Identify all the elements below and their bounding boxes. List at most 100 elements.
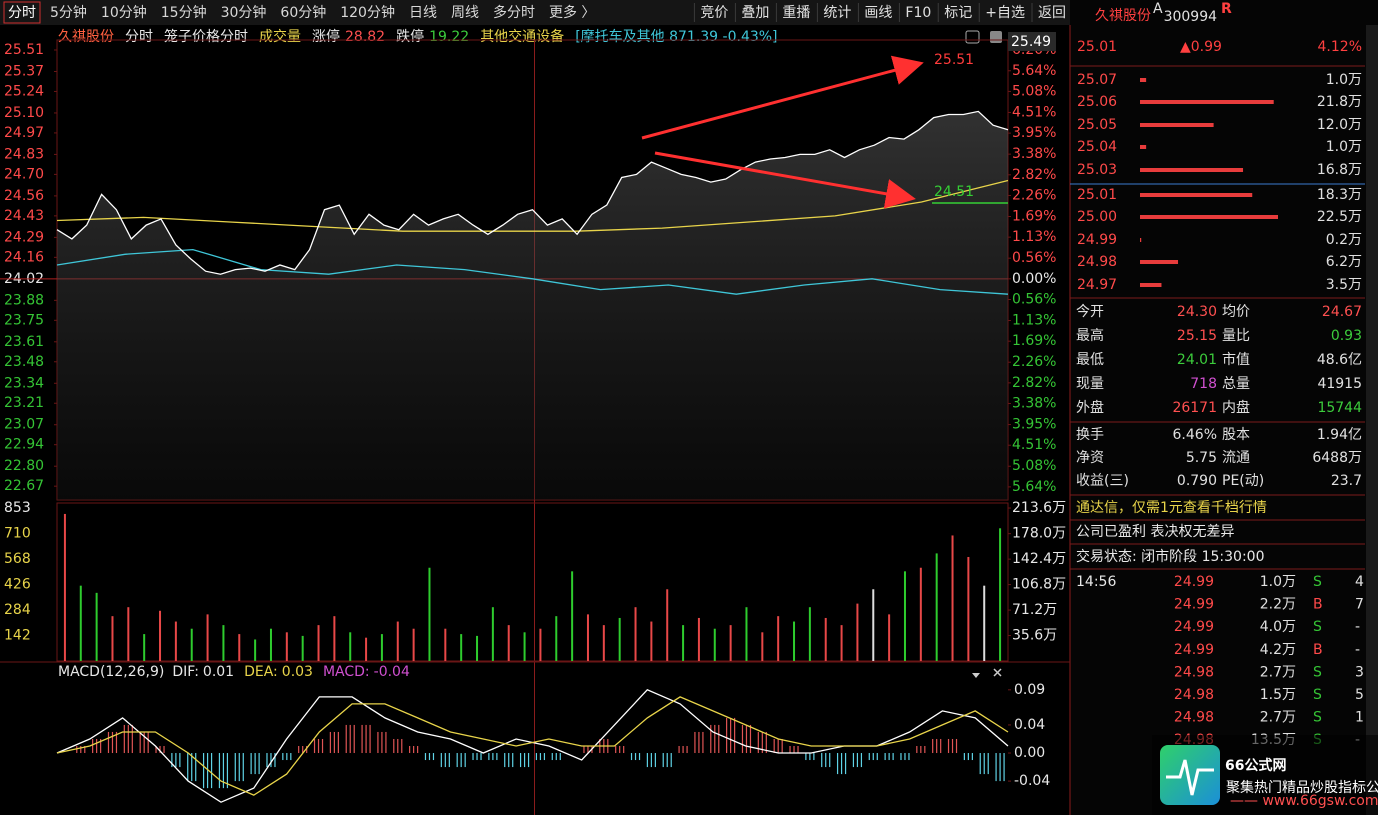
order-volume-bar bbox=[1140, 123, 1214, 127]
volume-bar bbox=[999, 528, 1002, 661]
stat-label: 市值 bbox=[1222, 351, 1250, 368]
volume-tick-label: 284 bbox=[4, 602, 31, 618]
order-volume-bar bbox=[1140, 78, 1147, 82]
chart-header-item: 28.82 bbox=[345, 29, 385, 45]
macd-tick-label: -0.04 bbox=[1014, 773, 1050, 789]
order-volume: 12.0万 bbox=[1317, 117, 1362, 133]
toolbar-tab[interactable]: 120分钟 bbox=[340, 4, 395, 21]
toolbar-tab[interactable]: 分时 bbox=[8, 5, 36, 21]
y-tick-label: 25.24 bbox=[4, 83, 44, 99]
annotation-text: 24.51 bbox=[934, 184, 974, 200]
watermark-brand: 66公式网 bbox=[1225, 757, 1286, 774]
trade-count: 3 bbox=[1355, 664, 1364, 680]
trade-time: 14:56 bbox=[1076, 574, 1116, 590]
toolbar-tab[interactable]: 15分钟 bbox=[161, 4, 207, 21]
volume-bar bbox=[79, 585, 82, 661]
chart-header-item: 跌停 bbox=[396, 28, 424, 45]
volume-tick-label: 426 bbox=[4, 577, 31, 593]
trade-price: 24.99 bbox=[1174, 574, 1214, 590]
stat-label: 流通 bbox=[1222, 450, 1250, 466]
stat-value: 0.93 bbox=[1331, 328, 1362, 344]
volume-bar bbox=[919, 567, 922, 661]
order-volume: 16.8万 bbox=[1317, 162, 1362, 178]
volume-bar bbox=[586, 614, 589, 661]
toolbar-tab[interactable]: 更多 〉 bbox=[549, 4, 595, 21]
y2-tick-label: 2.26% bbox=[1012, 354, 1056, 370]
cursor-label-box bbox=[1008, 32, 1056, 51]
volume-bar bbox=[254, 639, 257, 661]
volume-bar bbox=[539, 628, 542, 661]
quote-name: 久祺股份 bbox=[1095, 8, 1151, 24]
chart-header-item: [摩托车及其他 871.39 -0.43%] bbox=[575, 28, 777, 45]
chart-header-item: 笼子价格分时 bbox=[164, 28, 248, 45]
order-volume: 18.3万 bbox=[1317, 187, 1362, 203]
trade-volume: 4.0万 bbox=[1260, 619, 1296, 635]
toolbar-button[interactable]: 返回 bbox=[1038, 5, 1066, 21]
toolbar-tab[interactable]: 30分钟 bbox=[221, 4, 267, 21]
stat-label: 股本 bbox=[1222, 427, 1250, 443]
volume-bar bbox=[634, 607, 637, 661]
toolbar-button[interactable]: 叠加 bbox=[741, 5, 769, 21]
toolbar-button[interactable]: F10 bbox=[905, 5, 931, 21]
stat-value: 6.46% bbox=[1173, 427, 1217, 443]
toolbar-tab[interactable]: 5分钟 bbox=[50, 4, 87, 21]
trade-volume: 1.5万 bbox=[1260, 687, 1296, 703]
y-tick-label: 23.75 bbox=[4, 312, 44, 328]
toolbar-tab[interactable]: 10分钟 bbox=[101, 4, 147, 21]
y-tick-label: 23.48 bbox=[4, 354, 44, 370]
quote-price: 25.01 bbox=[1077, 39, 1117, 55]
y-tick-label: 23.61 bbox=[4, 334, 44, 350]
y2-tick-label: 0.56% bbox=[1012, 291, 1056, 307]
trade-side: S bbox=[1313, 664, 1322, 680]
y2-tick-label: 5.08% bbox=[1012, 458, 1056, 474]
toolbar-button[interactable]: +自选 bbox=[985, 5, 1025, 21]
trade-side: S bbox=[1313, 574, 1322, 590]
toolbar-button[interactable]: 标记 bbox=[944, 5, 972, 21]
y-tick-label: 22.80 bbox=[4, 458, 44, 474]
volume-tick-label: 853 bbox=[4, 500, 31, 516]
trade-count: 1 bbox=[1355, 710, 1364, 726]
volume-bar bbox=[396, 621, 399, 661]
price-area bbox=[57, 111, 1008, 501]
y2-tick-label: 5.64% bbox=[1012, 63, 1056, 79]
volume-bar bbox=[127, 607, 130, 661]
trade-volume: 4.2万 bbox=[1260, 642, 1296, 658]
volume-bar bbox=[618, 617, 621, 661]
trade-count: 7 bbox=[1355, 597, 1364, 613]
toolbar-button[interactable]: 统计 bbox=[823, 5, 851, 21]
watermark-logo-pulse bbox=[1166, 759, 1214, 796]
active-tab-frame bbox=[3, 1, 41, 24]
toolbar-button[interactable]: 画线 bbox=[864, 5, 892, 21]
chart-header-item: 久祺股份 bbox=[58, 29, 114, 45]
volume-y2-label: 142.4万 bbox=[1012, 551, 1066, 567]
watermark-url: —— www.66gsw.com —— bbox=[1230, 793, 1378, 809]
order-price: 24.99 bbox=[1077, 232, 1117, 248]
order-volume-bar bbox=[1140, 145, 1147, 149]
toolbar-button[interactable]: 重播 bbox=[782, 5, 810, 21]
toolbar-button[interactable]: 竞价 bbox=[700, 4, 728, 21]
macd-tick-label: 0.00 bbox=[1014, 745, 1045, 761]
volume-bar bbox=[824, 617, 827, 661]
order-price: 25.01 bbox=[1077, 187, 1117, 203]
toolbar-tab[interactable]: 60分钟 bbox=[280, 4, 326, 21]
toolbar-tab[interactable]: 周线 bbox=[451, 5, 479, 21]
y-tick-label: 25.10 bbox=[4, 105, 44, 121]
trade-count: - bbox=[1355, 642, 1360, 658]
y2-tick-label: 5.64% bbox=[1012, 479, 1056, 495]
stat-value: 0.790 bbox=[1177, 473, 1217, 489]
order-volume-bar bbox=[1140, 193, 1253, 197]
quote-pct: 4.12% bbox=[1318, 39, 1362, 55]
toolbar-tab[interactable]: 日线 bbox=[409, 5, 437, 21]
volume-bar bbox=[285, 632, 288, 661]
toolbar-tab[interactable]: 多分时 bbox=[493, 4, 535, 21]
volume-y2-label: 213.6万 bbox=[1012, 500, 1066, 516]
average-line bbox=[56, 179, 1009, 232]
volume-bar bbox=[729, 625, 732, 661]
stat-label: 换手 bbox=[1076, 426, 1104, 443]
y2-tick-label: 3.95% bbox=[1012, 125, 1056, 141]
y-tick-label: 24.97 bbox=[4, 125, 44, 141]
trade-side: B bbox=[1313, 597, 1323, 613]
volume-bar bbox=[63, 513, 66, 661]
trade-price: 24.99 bbox=[1174, 619, 1214, 635]
